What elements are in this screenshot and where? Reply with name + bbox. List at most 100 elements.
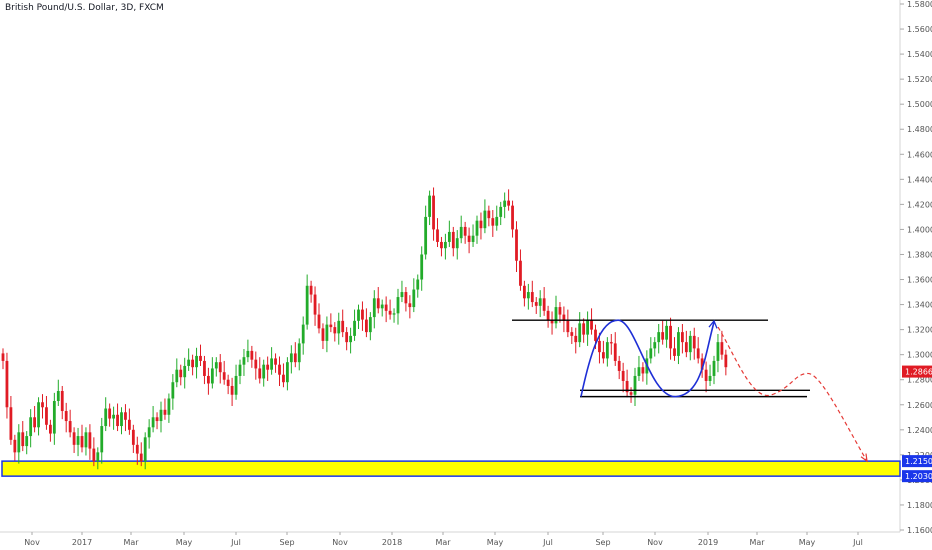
candle [246,350,250,358]
candle [250,350,254,360]
candle [440,241,443,249]
candle [313,294,317,315]
y-tick-label: 1.30000 [907,351,932,360]
y-tick-label: 1.42000 [907,200,932,209]
candle [475,220,479,236]
candle [64,411,68,422]
candle [175,369,179,383]
candle [467,235,471,242]
candle [582,323,586,335]
candle [696,348,700,359]
candle [483,210,487,229]
candle [416,279,420,290]
y-tick-label: 1.38000 [907,250,932,259]
candle [684,342,688,353]
x-tick-label: May [487,538,504,547]
y-tick-label: 1.56000 [907,25,932,34]
candle [270,358,273,370]
candle [124,412,127,420]
candle [428,195,431,217]
candle [629,392,633,395]
candle [76,436,80,445]
candle [210,368,214,384]
candle [100,426,104,453]
x-tick-label: 2019 [698,538,718,547]
candle [649,348,653,359]
candle [570,332,574,336]
candle [491,218,495,226]
x-tick-label: Mar [123,538,139,547]
y-tick-label: 1.46000 [907,150,932,159]
candle [653,342,657,349]
candle [49,424,52,434]
candle [716,342,720,361]
candle [242,357,246,365]
candle [349,335,352,343]
candle [286,362,289,383]
candle [21,432,25,447]
candle [558,307,562,315]
candle [199,355,202,361]
x-tick-label: 2018 [382,538,402,547]
candle [33,417,36,428]
candle [657,332,661,343]
candle [171,382,175,399]
x-tick-label: Sep [595,538,610,547]
candle [218,362,222,373]
candle [60,390,64,412]
y-tick-label: 1.44000 [907,175,932,184]
projection-arrowhead [860,453,868,463]
candle [262,364,266,379]
candle [29,417,33,437]
candle [325,324,329,341]
candle [9,407,13,440]
candle [1,353,5,361]
candle [503,200,507,207]
candle [704,369,708,381]
candle [384,304,388,311]
x-tick-label: May [799,538,816,547]
candle [167,398,171,415]
level-flag [902,470,932,483]
candle [637,367,641,376]
candle [617,360,621,371]
y-tick-label: 1.32000 [907,326,932,335]
candle [408,303,412,308]
candle [301,324,305,344]
candle [396,297,400,314]
candle [37,402,40,428]
chart-title: British Pound/U.S. Dollar, 3D, FXCM [5,3,164,13]
candle [203,360,206,376]
candle [444,241,447,249]
candle [605,342,609,359]
candle [554,307,558,324]
candle [499,206,503,217]
pattern-arrowhead [708,319,718,329]
candle [420,254,424,280]
candle [692,335,696,349]
candle [112,414,115,419]
candle [566,320,570,333]
candle [562,314,566,321]
candle [341,320,345,333]
candle [317,314,321,329]
x-tick-label: Nov [647,538,663,547]
candle [542,298,546,311]
level-flag [902,455,932,468]
projection-path [717,326,868,462]
candle [380,304,384,309]
candle [207,375,210,384]
candle [68,421,72,433]
candle [720,342,724,355]
candle [661,332,665,340]
candle [128,419,131,430]
candle [25,436,29,447]
candle [345,332,349,343]
candle [230,385,234,395]
candle [84,432,88,448]
candle [677,332,680,356]
candle [92,448,96,462]
candle [365,319,368,333]
